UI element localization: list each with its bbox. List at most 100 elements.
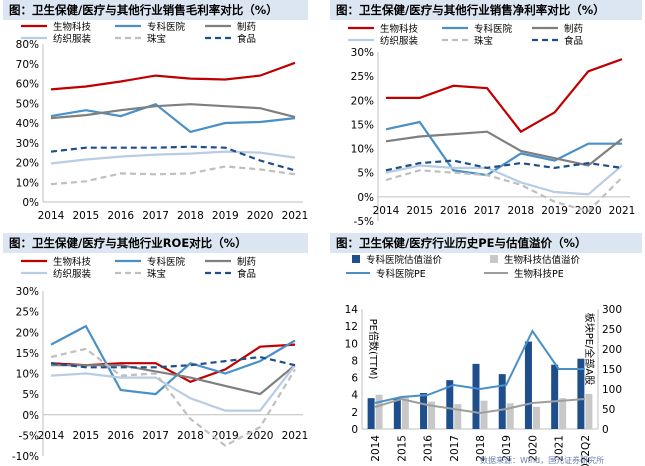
y2-axis-title: 板块PE/全部A股 <box>583 313 596 386</box>
legend-label: 纺织服装 <box>380 35 419 47</box>
legend-label: 珠宝 <box>147 33 166 45</box>
legend-label: 生物科技PE <box>514 268 564 280</box>
x-tick-label: 2018 <box>507 205 534 217</box>
x-tick-label: 2020 <box>247 210 274 222</box>
y2-tick-label: 150 <box>602 364 622 376</box>
y-tick-label: 25% <box>16 307 39 319</box>
bar-生物科技估值溢价 <box>506 403 514 429</box>
y-tick-label: 5% <box>357 168 374 180</box>
legend-label: 生物科技 <box>380 23 419 35</box>
series-line-珠宝 <box>50 347 296 448</box>
series-line-珠宝 <box>50 165 296 186</box>
x-tick-label: 2018 <box>177 210 204 222</box>
legend-label: 专科医院估值溢价 <box>366 254 443 266</box>
bar-专科医院估值溢价 <box>551 364 559 429</box>
legend-label: 纺织服装 <box>53 268 92 280</box>
legend-swatch <box>352 255 360 263</box>
y2-tick-label: 200 <box>602 344 622 356</box>
y-tick-label: 14 <box>345 304 359 316</box>
series-line-珠宝 <box>385 169 623 213</box>
x-tick-label: 2019 <box>212 430 239 442</box>
bar-生物科技估值溢价 <box>480 400 488 429</box>
y2-tick-label: 300 <box>602 304 622 316</box>
y-tick-label: 2 <box>351 407 358 419</box>
bar-专科医院估值溢价 <box>524 341 532 429</box>
bar-生物科技估值溢价 <box>428 401 436 429</box>
series-line-生物科技 <box>386 58 623 134</box>
legend-label: 生物科技 <box>53 21 92 33</box>
x-tick-label: 2016 <box>440 205 467 217</box>
legend-label: 生物科技 <box>53 256 92 268</box>
y-tick-label: 20% <box>351 95 374 107</box>
chart-title: 图：卫生保健/医疗行业历史PE与估值溢价（%） <box>330 233 642 253</box>
bar-生物科技估值溢价 <box>375 394 383 429</box>
y-tick-label: 10% <box>16 177 39 189</box>
x-tick-label: 2014 <box>38 430 65 442</box>
legend-label: 纺织服装 <box>53 33 92 45</box>
y-tick-label: 30% <box>16 286 39 298</box>
series-line-食品 <box>50 355 296 369</box>
series-line-制药 <box>385 130 623 167</box>
legend-swatch <box>490 255 498 263</box>
bar-专科医院估值溢价 <box>367 398 375 429</box>
legend-label: 专科医院 <box>147 256 186 268</box>
chart-title: 图：卫生保健/医疗与其他行业销售净利率对比（%） <box>330 0 642 20</box>
chart-title: 图：卫生保健/医疗与其他行业销售毛利率对比（%） <box>3 0 308 20</box>
bar-生物科技估值溢价 <box>401 396 409 429</box>
y-tick-label: 15% <box>16 348 39 360</box>
x-tick-label: 2020 <box>247 430 274 442</box>
x-tick-label: 2021 <box>609 205 636 217</box>
bar-专科医院估值溢价 <box>498 374 506 429</box>
y-tick-label: 30% <box>351 47 374 59</box>
x-tick-label: 2015 <box>396 435 408 462</box>
bar-专科医院估值溢价 <box>577 358 585 429</box>
bar-专科医院估值溢价 <box>420 393 428 429</box>
y-tick-label: 0% <box>22 410 39 422</box>
y-tick-label: 10 <box>345 338 358 350</box>
series-line-生物科技 <box>50 343 296 383</box>
x-tick-label: 2017 <box>449 435 461 462</box>
bar-专科医院估值溢价 <box>446 380 454 429</box>
series-line-纺织服装 <box>50 150 296 165</box>
legend-label: 生物科技估值溢价 <box>504 254 581 266</box>
chart-title: 图：卫生保健/医疗与其他行业ROE对比（%） <box>3 233 308 253</box>
series-line-专科医院 <box>50 102 296 134</box>
x-tick-label: 2022Q2 <box>580 435 592 466</box>
series-line-制药 <box>51 364 296 396</box>
x-tick-label: 2019 <box>212 210 239 222</box>
legend-label: 珠宝 <box>147 268 166 280</box>
x-tick-label: 2019 <box>541 205 568 217</box>
y-tick-label: 60% <box>16 79 39 91</box>
series-line-食品 <box>385 159 623 172</box>
x-tick-label: 2014 <box>370 435 382 462</box>
series-line-专科医院PE <box>374 329 585 404</box>
y-tick-label: 0 <box>351 424 358 436</box>
chart-net-margin: 图：卫生保健/医疗与其他行业销售净利率对比（%） 生物科技 专科医院 制药 纺织服装 珠… <box>330 0 642 228</box>
bar-专科医院估值溢价 <box>393 398 401 429</box>
x-tick-label: 2020 <box>527 435 539 462</box>
series-line-专科医院 <box>50 324 296 396</box>
y-tick-label: 12 <box>345 321 358 333</box>
series-line-纺织服装 <box>385 164 623 196</box>
y-tick-label: 6 <box>351 373 358 385</box>
x-tick-label: 2017 <box>474 205 501 217</box>
x-tick-label: 2019 <box>501 435 513 462</box>
y-tick-label: -10% <box>12 451 39 463</box>
y-tick-label: 25% <box>351 71 374 83</box>
y-tick-label: 0% <box>357 192 374 204</box>
x-tick-label: 2017 <box>142 210 169 222</box>
x-tick-label: 2015 <box>406 205 433 217</box>
series-line-生物科技 <box>50 61 296 91</box>
legend-label: 珠宝 <box>474 35 493 47</box>
x-tick-label: 2021 <box>282 430 309 442</box>
legend-label: 制药 <box>564 23 583 35</box>
y-tick-label: 4 <box>351 390 358 402</box>
y2-tick-label: 0 <box>602 424 609 436</box>
y-tick-label: -5% <box>19 430 39 442</box>
series-line-生物科技PE <box>374 397 585 415</box>
x-tick-label: 2018 <box>177 430 204 442</box>
y2-tick-label: 50 <box>602 404 615 416</box>
legend-label: 专科医院PE <box>376 268 426 280</box>
